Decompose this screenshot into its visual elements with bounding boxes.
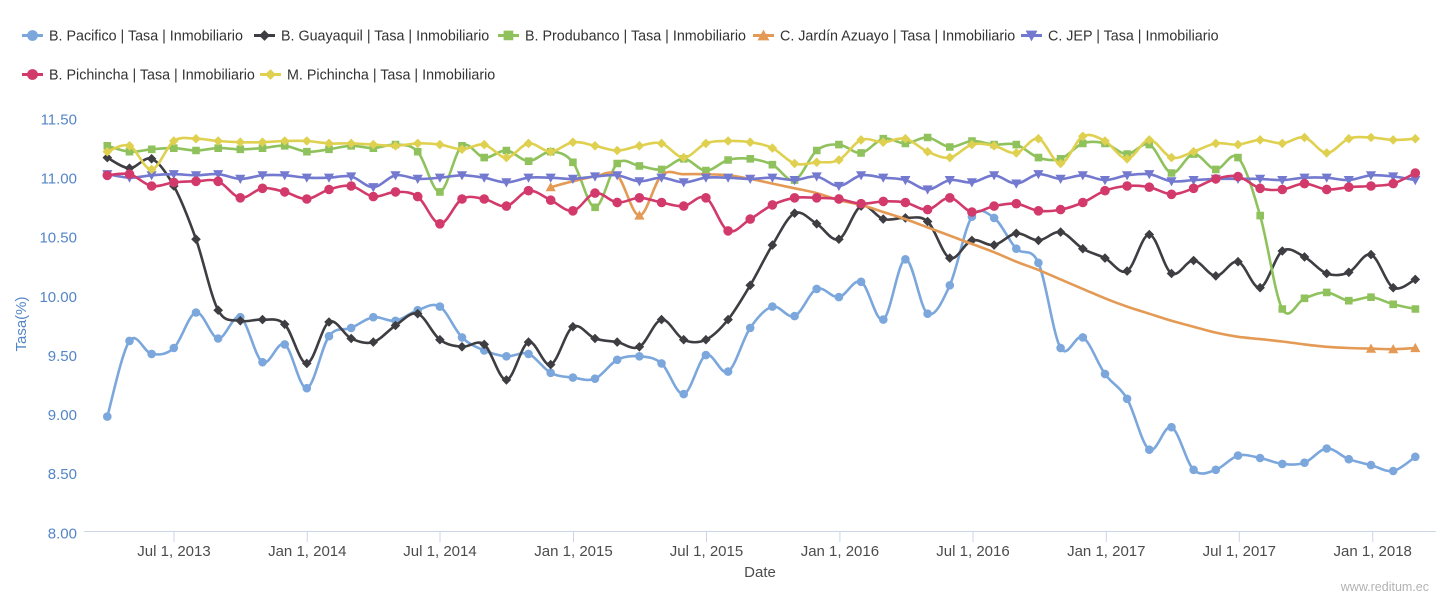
svg-text:9.00: 9.00 xyxy=(48,407,77,424)
svg-text:Jan 1, 2014: Jan 1, 2014 xyxy=(268,543,346,560)
svg-text:Jan 1, 2017: Jan 1, 2017 xyxy=(1067,543,1145,560)
svg-text:9.50: 9.50 xyxy=(48,348,77,365)
svg-text:11.00: 11.00 xyxy=(41,171,77,188)
svg-text:Jul 1, 2016: Jul 1, 2016 xyxy=(936,543,1009,560)
svg-text:Jan 1, 2018: Jan 1, 2018 xyxy=(1333,543,1411,560)
svg-text:Tasa(%): Tasa(%) xyxy=(13,296,30,351)
svg-text:10.50: 10.50 xyxy=(39,230,77,247)
svg-text:C. Jardín Azuayo | Tasa | Inmo: C. Jardín Azuayo | Tasa | Inmobiliario xyxy=(780,29,1015,45)
svg-text:M. Pichincha | Tasa | Inmobili: M. Pichincha | Tasa | Inmobiliario xyxy=(287,68,495,84)
svg-text:Jul 1, 2013: Jul 1, 2013 xyxy=(137,543,210,560)
svg-text:Jan 1, 2016: Jan 1, 2016 xyxy=(801,543,879,560)
svg-text:Jul 1, 2014: Jul 1, 2014 xyxy=(403,543,476,560)
svg-text:www.reditum.ec: www.reditum.ec xyxy=(1340,580,1429,594)
svg-text:Date: Date xyxy=(744,564,776,581)
svg-text:Jul 1, 2015: Jul 1, 2015 xyxy=(670,543,743,560)
svg-text:B. Guayaquil | Tasa | Inmobili: B. Guayaquil | Tasa | Inmobiliario xyxy=(281,29,489,45)
svg-text:11.50: 11.50 xyxy=(41,111,77,128)
svg-text:C. JEP | Tasa | Inmobiliario: C. JEP | Tasa | Inmobiliario xyxy=(1048,29,1219,45)
svg-text:B. Pichincha | Tasa | Inmobili: B. Pichincha | Tasa | Inmobiliario xyxy=(49,68,255,84)
svg-text:8.00: 8.00 xyxy=(48,525,77,542)
svg-text:B. Pacifico | Tasa | Inmobilia: B. Pacifico | Tasa | Inmobiliario xyxy=(49,29,243,45)
svg-text:Jan 1, 2015: Jan 1, 2015 xyxy=(534,543,612,560)
svg-text:Jul 1, 2017: Jul 1, 2017 xyxy=(1203,543,1276,560)
svg-text:8.50: 8.50 xyxy=(48,466,77,483)
svg-text:10.00: 10.00 xyxy=(39,289,77,306)
svg-text:B. Produbanco | Tasa | Inmobil: B. Produbanco | Tasa | Inmobiliario xyxy=(525,29,746,45)
